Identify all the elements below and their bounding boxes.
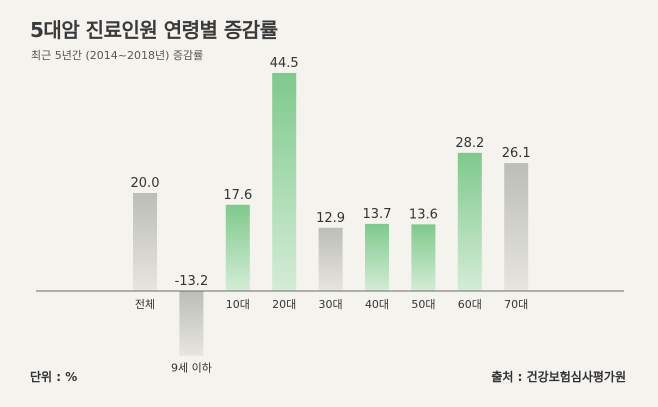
value-label-8: 26.1	[502, 146, 531, 161]
bar-6	[411, 224, 436, 291]
category-label-1: 9세 이하	[171, 361, 212, 375]
unit-note: 단위 : %	[30, 370, 78, 384]
category-label-6: 50대	[411, 298, 435, 311]
bar-5	[365, 223, 389, 291]
chart-title: 5대암 진료인원 연령별 증감률	[30, 18, 278, 42]
bar-4	[318, 227, 343, 291]
category-label-3: 20대	[272, 298, 296, 311]
category-label-5: 40대	[365, 298, 389, 311]
value-label-3: 44.5	[270, 56, 299, 71]
category-label-0: 전체	[135, 298, 155, 311]
value-label-5: 13.7	[363, 207, 392, 222]
bar-3	[272, 72, 297, 291]
value-label-6: 13.6	[409, 207, 438, 222]
value-label-7: 28.2	[455, 136, 484, 151]
category-label-2: 10대	[226, 298, 250, 311]
value-label-1: -13.2	[175, 274, 209, 289]
value-label-2: 17.6	[223, 188, 252, 203]
bar-0	[133, 193, 157, 291]
bar-7	[457, 152, 482, 291]
bar-1	[179, 291, 204, 356]
bar-2	[225, 204, 250, 291]
category-label-7: 60대	[458, 298, 482, 311]
chart-subtitle: 최근 5년간 (2014~2018년) 증감률	[31, 49, 204, 62]
value-label-0: 20.0	[131, 176, 160, 191]
bar-8	[504, 163, 529, 291]
value-label-4: 12.9	[316, 211, 345, 226]
category-label-8: 70대	[504, 298, 528, 311]
category-label-4: 30대	[319, 298, 343, 311]
source-note: 출처 : 건강보험심사평가원	[491, 370, 626, 384]
